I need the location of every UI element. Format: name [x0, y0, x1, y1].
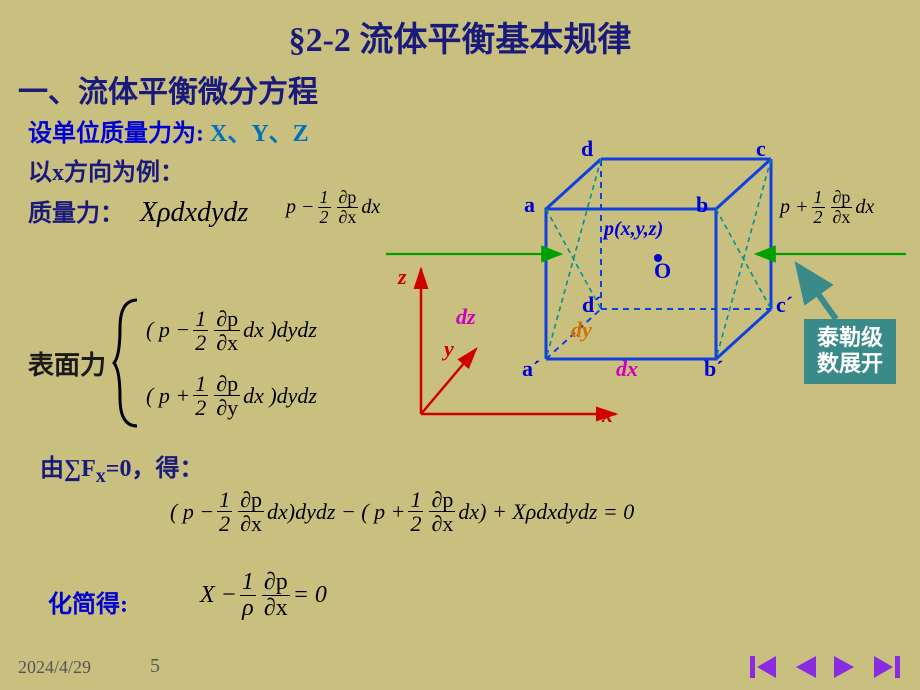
vertex-d2: d´	[582, 292, 602, 318]
pressure-left: p − 12 ∂p∂x dx	[286, 188, 380, 227]
axis-z: z	[398, 264, 407, 290]
vertex-b: b	[696, 192, 708, 218]
axis-y: y	[444, 336, 454, 362]
nav-last-icon[interactable]	[874, 656, 900, 678]
vertex-c2: c´	[776, 292, 793, 318]
vertex-a2: a´	[522, 356, 540, 382]
simplify-label: 化简得:	[48, 584, 128, 619]
mass-force-eq: Xρdxdydz	[140, 197, 248, 228]
xyz-vars: X、Y、Z	[210, 121, 309, 147]
cube-svg	[386, 134, 906, 464]
footer-date: 2024/4/29	[18, 657, 91, 678]
pressure-right: p + 12 ∂p∂x dx	[780, 188, 874, 227]
vertex-b2: b´	[704, 356, 724, 382]
cube-diagram: a b c d a´ b´ c´ d´ O p(x,y,z) z y x dx …	[386, 134, 906, 464]
nav-first-icon[interactable]	[750, 656, 776, 678]
vertex-c: c	[756, 136, 766, 162]
surface-force-block: 表面力 ( p − 12 ∂p∂x dx )dydz ( p + 12 ∂p∂y…	[28, 298, 317, 428]
brace-icon	[112, 298, 142, 428]
dim-dy: dy	[571, 317, 592, 343]
nav-prev-icon[interactable]	[794, 656, 816, 678]
surface-force-label: 表面力	[28, 345, 106, 382]
vertex-a: a	[524, 192, 535, 218]
surface-eq-2: ( p + 12 ∂p∂y dx )dydz	[146, 372, 317, 419]
dim-dz: dz	[456, 304, 476, 330]
point-o: O	[654, 258, 671, 284]
sum-fx-line: 由∑Fx=0，得：	[40, 448, 203, 488]
center-point-label: p(x,y,z)	[604, 218, 663, 241]
nav-buttons	[750, 656, 900, 678]
footer-page-number: 5	[150, 655, 160, 678]
surface-eq-1: ( p − 12 ∂p∂x dx )dydz	[146, 307, 317, 354]
balance-equation: ( p − 12 ∂p∂x dx)dydz − ( p + 12 ∂p∂x dx…	[170, 488, 634, 535]
mass-force-label: 质量力：	[28, 201, 124, 227]
section-heading: 一、流体平衡微分方程	[18, 67, 920, 111]
dim-dx: dx	[616, 356, 638, 382]
assume-label: 设单位质量力为:	[28, 121, 204, 147]
axis-x: x	[602, 402, 613, 428]
slide-title: §2-2 流体平衡基本规律	[0, 0, 920, 61]
taylor-callout: 泰勒级 数展开	[804, 319, 896, 384]
nav-next-icon[interactable]	[834, 656, 856, 678]
vertex-d: d	[581, 136, 593, 162]
simplified-equation: X − 1ρ ∂p∂x = 0	[200, 570, 327, 621]
